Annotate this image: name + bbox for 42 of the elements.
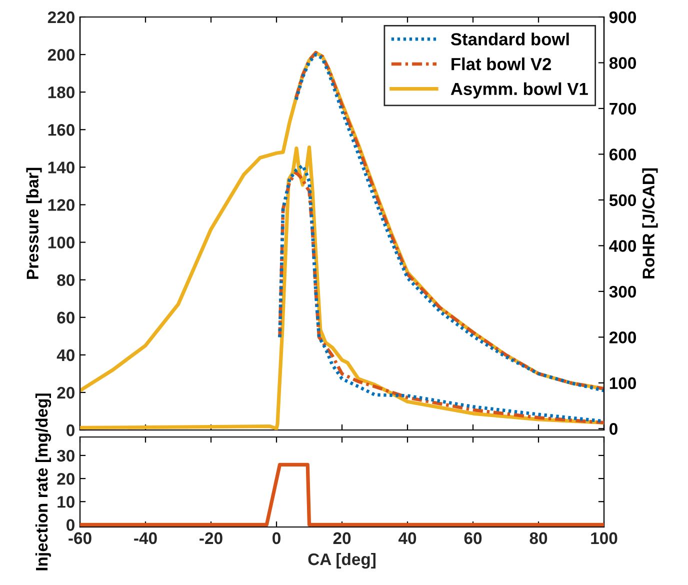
x-tick-label: -20 <box>200 532 222 544</box>
y-tick-label: 0 <box>66 519 74 531</box>
legend-label: Flat bowl V2 <box>452 57 552 70</box>
y-tick-label: 160 <box>48 124 74 136</box>
y-tick-label: 0 <box>66 424 74 436</box>
y2-tick-label: 600 <box>609 148 636 160</box>
legend-label: Asymm. bowl V1 <box>450 82 588 99</box>
y-tick-label: 100 <box>48 236 74 248</box>
y2-tick-label: 200 <box>609 332 636 344</box>
y-tick-label: 20 <box>57 386 74 399</box>
y-tick-label: 40 <box>56 349 74 362</box>
y2-tick-label: 700 <box>610 102 636 115</box>
x-tick-label: 80 <box>530 532 548 544</box>
y-tick-label: 60 <box>57 312 74 324</box>
y2-axis-title: RoHR [J/CAD] <box>642 168 658 278</box>
x-tick-label: 60 <box>464 532 482 544</box>
x-tick-label: 40 <box>398 532 416 544</box>
x-tick-label: 20 <box>333 532 351 544</box>
x-axis-title: CA [deg] <box>308 552 376 569</box>
y2-tick-label: 0 <box>610 423 618 435</box>
y-tick-label: 180 <box>48 86 74 98</box>
x-tick-label: 0 <box>272 532 280 544</box>
legend-label: Standard bowl <box>450 32 569 46</box>
y2-tick-label: 800 <box>609 57 636 69</box>
y-axis-title: Pressure [bar] <box>26 168 42 279</box>
y-tick-label: 30 <box>56 450 74 462</box>
y-tick-label: 140 <box>48 162 74 174</box>
y2-tick-label: 300 <box>609 286 636 298</box>
y-tick-label: 220 <box>48 11 74 24</box>
y2-tick-label: 500 <box>609 194 636 206</box>
y-tick-label: 200 <box>48 48 74 61</box>
y-tick-label: 10 <box>58 496 74 508</box>
x-tick-label: 100 <box>591 532 618 544</box>
y-tick-label: 80 <box>57 274 74 286</box>
y2-tick-label: 400 <box>609 240 636 252</box>
x-tick-label: -40 <box>134 532 157 544</box>
y2-tick-label: 900 <box>609 11 636 24</box>
x-tick-label: -60 <box>68 532 92 544</box>
y-tick-label: 20 <box>57 472 74 485</box>
y-axis-title: Injection rate [mg/deg] <box>35 394 52 570</box>
y2-tick-label: 100 <box>610 377 636 390</box>
y-tick-label: 120 <box>48 199 74 211</box>
